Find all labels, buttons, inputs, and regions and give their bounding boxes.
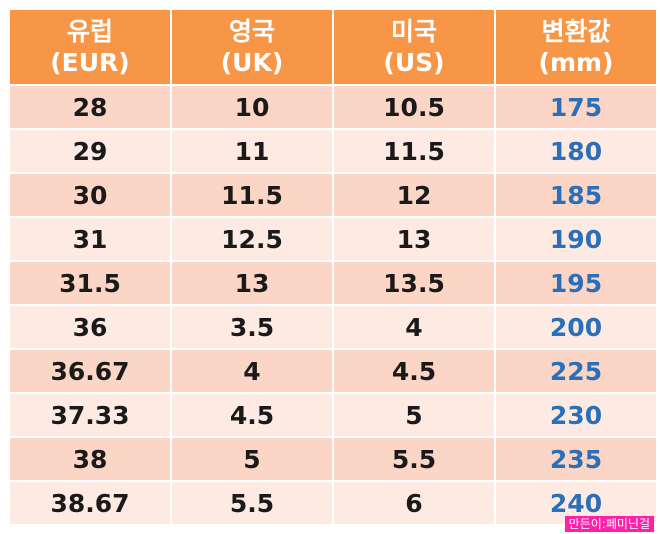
table-row: 31 12.5 13 190 [10,218,656,260]
header-uk-label: 영국 [228,17,275,46]
cell-mm: 230 [496,394,656,436]
table-row: 29 11 11.5 180 [10,130,656,172]
header-eur: 유럽 (EUR) [10,10,170,84]
cell-uk: 3.5 [172,306,332,348]
cell-us: 5.5 [334,438,494,480]
cell-eur: 38.67 [10,482,170,524]
cell-uk: 12.5 [172,218,332,260]
cell-us: 4.5 [334,350,494,392]
table-row: 37.33 4.5 5 230 [10,394,656,436]
cell-us: 11.5 [334,130,494,172]
cell-us: 10.5 [334,86,494,128]
table-row: 28 10 10.5 175 [10,86,656,128]
table-row: 38 5 5.5 235 [10,438,656,480]
cell-mm: 190 [496,218,656,260]
cell-us: 5 [334,394,494,436]
cell-us: 12 [334,174,494,216]
table-row: 38.67 5.5 6 240 [10,482,656,524]
table-row: 30 11.5 12 185 [10,174,656,216]
cell-mm: 225 [496,350,656,392]
header-uk: 영국 (UK) [172,10,332,84]
cell-eur: 36.67 [10,350,170,392]
cell-uk: 13 [172,262,332,304]
cell-eur: 31.5 [10,262,170,304]
cell-eur: 29 [10,130,170,172]
header-mm: 변환값 (mm) [496,10,656,84]
cell-us: 6 [334,482,494,524]
table-row: 36 3.5 4 200 [10,306,656,348]
cell-us: 13 [334,218,494,260]
header-us-label: 미국 [390,17,437,46]
header-eur-label: 유럽 [66,17,113,46]
header-uk-unit: (UK) [220,48,284,77]
cell-uk: 4 [172,350,332,392]
cell-uk: 4.5 [172,394,332,436]
header-eur-unit: (EUR) [50,48,130,77]
cell-eur: 28 [10,86,170,128]
cell-mm: 175 [496,86,656,128]
cell-us: 13.5 [334,262,494,304]
cell-eur: 37.33 [10,394,170,436]
cell-mm: 200 [496,306,656,348]
cell-mm: 180 [496,130,656,172]
cell-mm: 185 [496,174,656,216]
header-mm-label: 변환값 [541,17,611,46]
header-mm-unit: (mm) [538,48,614,77]
cell-uk: 5.5 [172,482,332,524]
cell-uk: 11 [172,130,332,172]
cell-eur: 30 [10,174,170,216]
cell-mm: 235 [496,438,656,480]
shoe-size-conversion-table: 유럽 (EUR) 영국 (UK) 미국 (US) 변환값 (mm) 28 10 … [8,8,658,526]
cell-eur: 31 [10,218,170,260]
author-watermark: 만든이:페미닌걸 [564,516,654,532]
cell-us: 4 [334,306,494,348]
cell-mm: 195 [496,262,656,304]
table-row: 36.67 4 4.5 225 [10,350,656,392]
cell-uk: 11.5 [172,174,332,216]
cell-uk: 10 [172,86,332,128]
table-row: 31.5 13 13.5 195 [10,262,656,304]
header-us-unit: (US) [383,48,445,77]
cell-uk: 5 [172,438,332,480]
header-row: 유럽 (EUR) 영국 (UK) 미국 (US) 변환값 (mm) [10,10,656,84]
header-us: 미국 (US) [334,10,494,84]
cell-eur: 36 [10,306,170,348]
cell-eur: 38 [10,438,170,480]
